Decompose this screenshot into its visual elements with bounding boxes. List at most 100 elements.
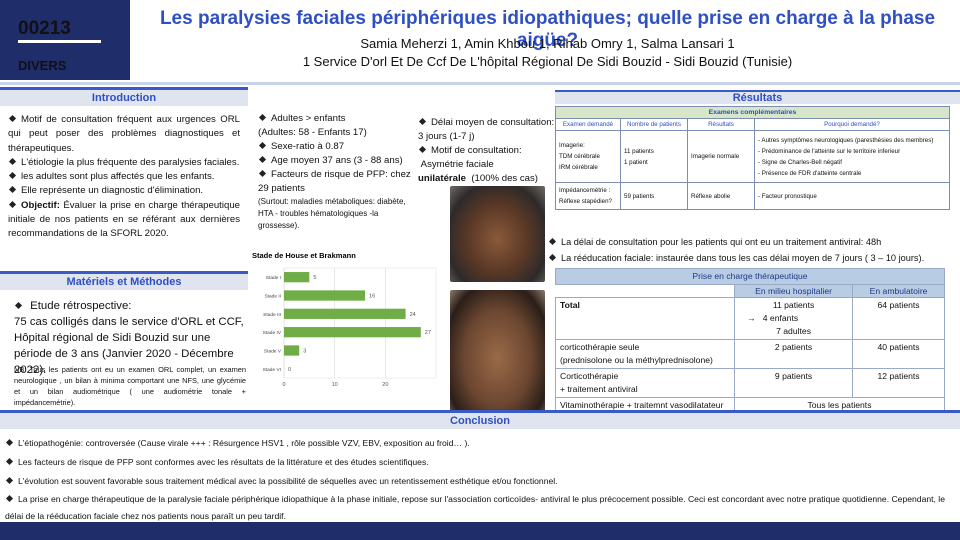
cell-line: + traitement antiviral xyxy=(560,384,638,394)
item-text: Délai moyen de consultation: 3 jours (1-… xyxy=(418,117,555,142)
item-text: (100% des cas) xyxy=(471,173,538,184)
item-text: Age moyen 37 ans (3 - 88 ans) xyxy=(271,155,403,166)
item-text: Sexe-ratio à 0.87 xyxy=(271,141,345,152)
item-text: La rééducation faciale: instaurée dans t… xyxy=(561,253,925,263)
cell: Réflexe abolie xyxy=(687,182,755,210)
y-tick-label: Stade IV xyxy=(263,330,282,336)
poster-category: DIVERS xyxy=(18,58,67,73)
cell-line: - Signe de Charles-Bell négatif xyxy=(758,158,842,166)
cell-line: Corticothérapie xyxy=(560,371,619,381)
cell-line: Réflexe stapédien? xyxy=(559,198,612,205)
study: Etude rétrospective: xyxy=(30,300,132,312)
poster-title: Les paralysies faciales périphériques id… xyxy=(159,8,936,51)
cell: 11 patients → 4 enfants 7 adultes xyxy=(733,297,854,340)
section-heading: Résultats xyxy=(555,90,960,104)
item: Motif de consultation fréquent aux urgen… xyxy=(8,113,240,156)
item: Elle représente un diagnostic d'éliminat… xyxy=(8,184,240,198)
item: les adultes sont plus affectés que les e… xyxy=(8,170,240,184)
bar xyxy=(284,272,310,283)
bar xyxy=(284,290,366,301)
objective-text: Évaluer la prise en charge thérapeutique… xyxy=(8,199,240,240)
column-header: Résultats xyxy=(687,118,755,131)
column-header: Nombre de patients xyxy=(620,118,688,131)
cell-line: Imagerie: xyxy=(559,142,585,149)
data-label: 16 xyxy=(369,294,375,300)
cell: Imagerie normale xyxy=(687,130,755,183)
cell-line: 12 patients xyxy=(877,371,920,381)
cell-line: 64 patients xyxy=(877,300,920,310)
exams-table: Examens complémentaires Examen demandé N… xyxy=(555,106,950,210)
poster-number: 00213 xyxy=(18,18,101,43)
table-title: Prise en charge thérapeutique xyxy=(555,268,945,285)
y-tick-label: Stade I xyxy=(266,275,281,281)
demographics: Adultes > enfants (Adultes: 58 - Enfants… xyxy=(258,112,418,232)
chart: Stade de House et Brakmann 0 10 20 Stade I 5… xyxy=(252,251,437,388)
cell-line: Imagerie normale xyxy=(691,153,740,160)
divider xyxy=(0,82,960,85)
cell-line: 1 patient xyxy=(624,158,648,166)
y-tick-label: Stade III xyxy=(263,312,281,318)
bar xyxy=(284,308,406,319)
section-heading: Introduction xyxy=(0,87,248,106)
cell-line: - Facteur pronostique xyxy=(758,192,817,200)
cell-line: - Prédominance de l'atteinte sur le terr… xyxy=(758,147,901,155)
footer-band xyxy=(0,522,960,540)
cell-text: 4 enfants xyxy=(762,313,799,323)
result-notes: La délai de consultation pour les patien… xyxy=(548,234,958,266)
cell: - Autres symptômes neurologiques (parest… xyxy=(754,130,950,183)
data-label: 3 xyxy=(303,349,306,355)
bar xyxy=(284,345,300,356)
column-header: Pourquoi demandé? xyxy=(754,118,950,131)
item-text: unilatérale xyxy=(418,173,466,184)
data-label: 0 xyxy=(288,367,291,373)
cell-line: 7 adultes xyxy=(776,326,811,336)
cell: corticothérapie seule (prednisolone ou la… xyxy=(555,339,735,369)
x-tick-label: 20 xyxy=(382,382,388,388)
y-tick-label: Stade II xyxy=(264,294,281,300)
bar xyxy=(284,327,421,338)
cell: 2 patients xyxy=(733,339,854,369)
cell-line: 9 patients xyxy=(774,371,813,381)
item-text: Asymétrie faciale xyxy=(420,159,494,170)
note: NB: Tous les patients ont eu un examen O… xyxy=(14,365,246,407)
y-tick-label: Stade V xyxy=(264,349,282,355)
item: Objectif: Évaluer la prise en charge thé… xyxy=(8,199,240,242)
conclusion-text: L'étiopathogénie: controversée (Cause vi… xyxy=(5,434,953,525)
cell: 40 patients xyxy=(852,339,945,369)
cases: 75 cas colligés dans le service d'ORL et… xyxy=(14,316,244,376)
introduction-text: Motif de consultation fréquent aux urgen… xyxy=(8,113,240,242)
item: L'étiologie la plus fréquente des paraly… xyxy=(8,156,240,170)
column-header: En milieu hospitalier xyxy=(733,284,854,298)
item-text: Motif de consultation: xyxy=(431,145,522,156)
cell: 11 patients 1 patient xyxy=(620,130,688,183)
item-text: L'étiologie la plus fréquente des paraly… xyxy=(21,156,240,168)
item-text: Adultes > enfants xyxy=(271,113,346,124)
cell-line: Impédancemétrie : xyxy=(559,187,611,194)
item-text: les adultes sont plus affectés que les e… xyxy=(21,171,215,183)
item-text: Elle représente un diagnostic d'éliminat… xyxy=(21,185,204,197)
item-text: Facteurs de risque de PFP: chez 29 patie… xyxy=(258,169,411,194)
data-label: 24 xyxy=(410,312,416,318)
photo xyxy=(450,186,545,282)
photo xyxy=(450,290,545,426)
cell: - Facteur pronostique xyxy=(754,182,950,210)
cell: 64 patients xyxy=(852,297,945,340)
methods-text: Etude rétrospective: 75 cas colligés dan… xyxy=(14,298,246,378)
empty-header xyxy=(555,284,735,298)
treatment-table: Prise en charge thérapeutique En milieu … xyxy=(555,268,945,414)
x-tick-label: 0 xyxy=(282,382,285,388)
cell-line: (prednisolone ou la méthylprednisolone) xyxy=(560,355,713,365)
item-text: Motif de consultation fréquent aux urgen… xyxy=(8,114,240,154)
item-text: L'étiopathogénie: controversée (Cause vi… xyxy=(18,438,470,448)
cell: Corticothérapie + traitement antiviral xyxy=(555,368,735,398)
cell-line: corticothérapie seule xyxy=(560,342,640,352)
cell: 12 patients xyxy=(852,368,945,398)
cell-line: TDM cérébrale xyxy=(559,153,600,160)
item-text: L'évolution est souvent favorable sous t… xyxy=(18,476,558,486)
risk-note: (Surtout: maladies métaboliques: diabète… xyxy=(258,197,406,230)
cell: Total xyxy=(555,297,735,340)
section-heading: Matériels et Méthodes xyxy=(0,271,248,290)
plot-area xyxy=(283,267,437,379)
item-text: La prise en charge thérapeutique de la p… xyxy=(5,494,945,521)
